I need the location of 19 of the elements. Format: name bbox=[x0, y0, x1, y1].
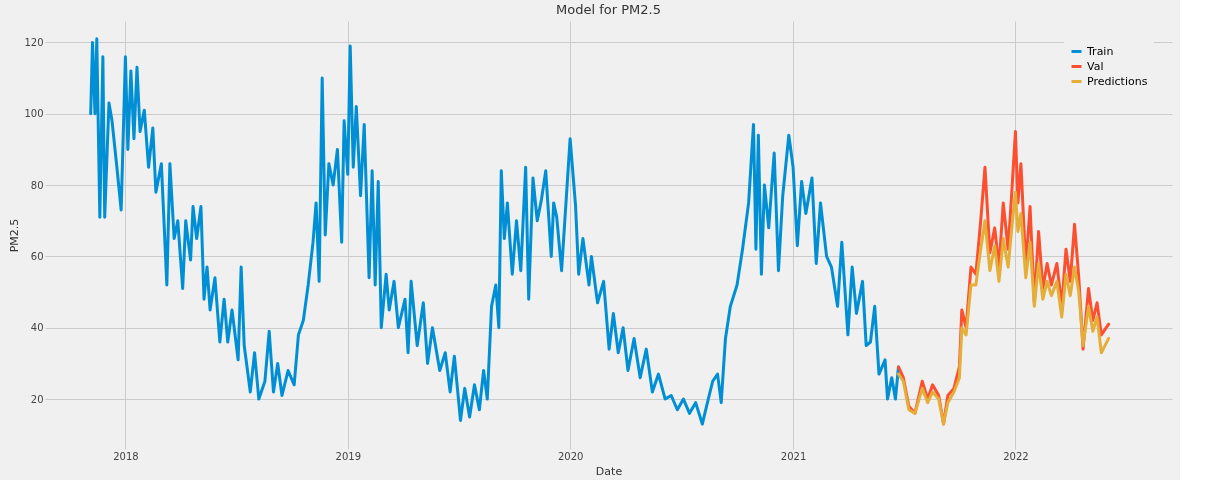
x-tick-label: 2018 bbox=[113, 450, 139, 462]
y-tick-label: 120 bbox=[24, 36, 44, 48]
x-tick-label: 2019 bbox=[335, 450, 361, 462]
y-tick-label: 40 bbox=[30, 322, 44, 334]
y-tick-label: 80 bbox=[30, 179, 44, 191]
y-tick-label: 100 bbox=[24, 108, 44, 120]
y-tick-label: 20 bbox=[30, 393, 44, 405]
legend-label: Train bbox=[1086, 44, 1114, 58]
legend-label: Val bbox=[1087, 59, 1104, 73]
y-axis-title: PM2.5 bbox=[8, 218, 22, 253]
y-tick-label: 60 bbox=[30, 250, 44, 262]
line-series bbox=[896, 190, 1111, 426]
x-axis-title: Date bbox=[595, 464, 623, 478]
x-tick-label: 2020 bbox=[557, 450, 584, 462]
x-tick-label: 2021 bbox=[780, 450, 807, 462]
x-tick-label: 2022 bbox=[1003, 450, 1029, 462]
legend-label: Predictions bbox=[1087, 74, 1148, 88]
line-series bbox=[89, 37, 900, 426]
chart-title: Model for PM2.5 bbox=[556, 2, 661, 17]
